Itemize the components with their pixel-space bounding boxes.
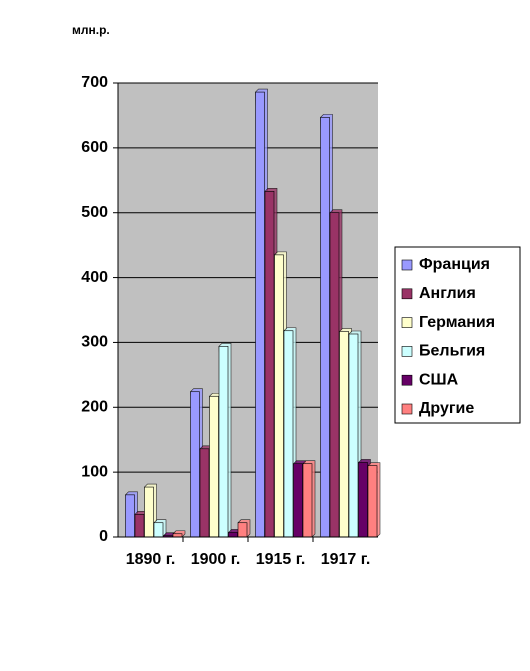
legend-label: Другие (419, 400, 474, 417)
legend-label: Бельгия (419, 343, 485, 360)
x-tick-label: 1917 г. (320, 551, 371, 568)
bar (134, 513, 145, 538)
bar (320, 117, 330, 538)
bar (125, 494, 135, 538)
bar (199, 448, 210, 538)
bar (293, 463, 303, 538)
legend-swatch (401, 374, 413, 386)
y-tick-label: 200 (81, 399, 108, 416)
bar (209, 395, 219, 538)
bar (144, 486, 154, 538)
bar (153, 522, 164, 538)
bar (190, 391, 200, 538)
legend-label: США (419, 371, 459, 388)
y-tick-label: 600 (81, 139, 108, 156)
legend-label: Англия (419, 285, 476, 302)
bar (329, 212, 340, 538)
legend-swatch (401, 346, 413, 357)
y-tick-label: 100 (81, 463, 108, 480)
bar (358, 462, 368, 538)
legend-label: Франция (419, 256, 490, 273)
legend (394, 246, 521, 424)
x-tick-label: 1900 г. (190, 551, 241, 568)
bar (283, 330, 294, 538)
legend-label: Германия (419, 314, 495, 331)
legend-swatch (401, 403, 413, 415)
x-tick-label: 1890 г. (125, 551, 176, 568)
legend-swatch (401, 288, 413, 300)
bar (218, 346, 229, 538)
bar (274, 254, 284, 538)
bar (264, 191, 275, 538)
y-tick-label: 700 (81, 74, 108, 91)
legend-swatch (401, 259, 413, 271)
bar (255, 91, 265, 538)
bar (348, 333, 359, 538)
y-tick-label: 400 (81, 269, 108, 286)
legend-swatch (401, 317, 413, 328)
bar (302, 463, 313, 538)
x-tick-label: 1915 г. (255, 551, 306, 568)
y-axis-title: млн.р. (72, 23, 110, 37)
bar (228, 532, 238, 538)
y-tick-label: 500 (81, 204, 108, 221)
bar (237, 522, 248, 538)
y-tick-label: 300 (81, 334, 108, 351)
bar (339, 331, 349, 538)
y-tick-label: 0 (99, 528, 108, 545)
bar (367, 465, 378, 538)
